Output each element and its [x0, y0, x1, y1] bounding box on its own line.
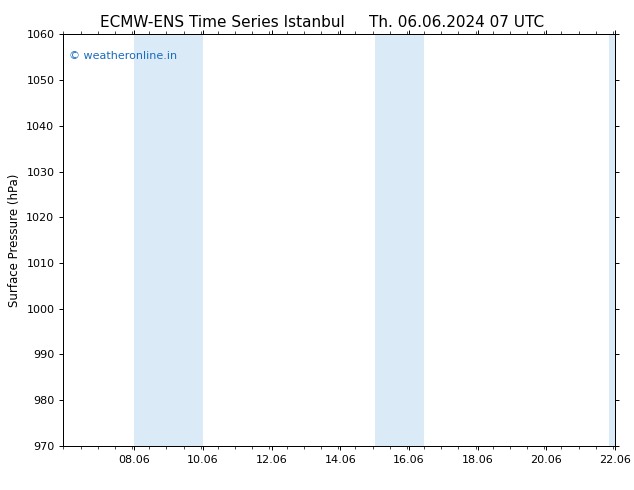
Text: © weatheronline.in: © weatheronline.in [69, 51, 177, 61]
Y-axis label: Surface Pressure (hPa): Surface Pressure (hPa) [8, 173, 21, 307]
Text: Th. 06.06.2024 07 UTC: Th. 06.06.2024 07 UTC [369, 15, 544, 30]
Bar [134, 34, 203, 446]
Bar [375, 34, 424, 446]
Bar [609, 34, 615, 446]
Text: ECMW-ENS Time Series Istanbul: ECMW-ENS Time Series Istanbul [100, 15, 344, 30]
